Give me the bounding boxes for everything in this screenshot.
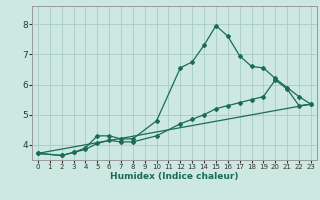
X-axis label: Humidex (Indice chaleur): Humidex (Indice chaleur) (110, 172, 239, 181)
